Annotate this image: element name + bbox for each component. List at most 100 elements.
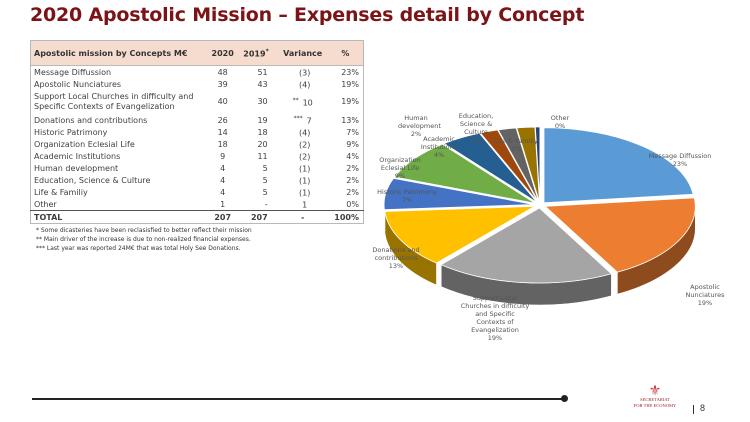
total-2020: 207 [207,210,239,224]
cell-2020: 18 [217,139,228,149]
total-variance: - [277,210,328,224]
secretariat-logo: ⚜ SECRETARIAT FOR THE ECONOMY [620,383,690,409]
page-number-separator [693,405,694,414]
table-row: Support Local Churches in difficulty and… [31,90,364,114]
table-header-row: Apostolic mission by Concepts M€ 2020 20… [30,40,364,66]
cell-2019: 20 [257,139,268,149]
pie-slice [516,126,540,203]
cell-2019: 5 [262,187,268,197]
pie-slice [534,126,541,203]
pie-label: Message Diffussion 23% [648,152,712,168]
table-row: Apostolic Nunciatures 39 43 (4) 19% [31,78,364,90]
footnote-3: *** Last year was reported 24M€ that was… [36,245,241,252]
cell-pct: 4% [346,151,359,161]
pie-slice [440,207,613,306]
total-2019: 207 [238,210,278,224]
table-row: Human development 4 5 (1) 2% [31,162,364,174]
pie-slice [497,127,540,203]
pie-label: Academic Institutions 4% [420,135,458,159]
cell-pct: 23% [341,67,359,77]
pie-label: Other 0% [550,114,570,130]
cell-2020: 48 [217,67,228,77]
footnotes: * Some dicasteries have been reclasisfie… [36,226,252,253]
table-row: Life & Familiy 4 5 (1) 2% [31,186,364,198]
cell-variance: (2) [299,152,311,162]
cell-pct: 7% [346,127,359,137]
page-title: 2020 Apostolic Mission – Expenses detail… [30,4,585,26]
pie-chart [383,126,696,306]
cell-2020: 4 [220,163,226,173]
pie-label: Support Local Churches in difficulty and… [460,294,530,342]
pie-slice [443,132,538,203]
cell-2020: 14 [217,127,228,137]
table-total-row: TOTAL 207 207-100% [30,210,364,224]
table-row: Other 1-1 0% [30,198,364,211]
cell-2019: 30 [257,97,268,106]
cell-2020: 40 [217,97,228,106]
pie-label: Donations and contributions 13% [372,246,420,270]
table-row: Organization Eclesial Life 18 20 (2) 9% [31,138,364,150]
footer-divider [32,398,564,400]
table-row: Donations and contributions 26 19 *** 7 13% [31,114,364,126]
cell-pct: 13% [341,115,359,125]
cell-2019: 5 [262,163,268,173]
cell-pct: 2% [346,187,359,197]
cell-concept: Donations and contributions [34,115,148,125]
cell-concept: Academic Institutions [34,151,121,161]
cell-pct: 2% [346,175,359,185]
cell-concept: Message Diffussion [34,67,112,77]
pie-slice [479,129,539,203]
cell-pct: 0% [327,198,364,211]
cell-variance: 1 [277,198,328,211]
table-row: Education, Science & Culture 4 5 (1) 2% [31,174,364,186]
cell-pct: 19% [341,79,359,89]
cell-pct: 2% [346,163,359,173]
cell-2019: 5 [262,175,268,185]
cell-variance: (1) [299,188,311,198]
papal-emblem-icon: ⚜ [648,382,662,398]
expenses-table: Apostolic mission by Concepts M€ 2020 20… [30,40,364,224]
cell-pct: 9% [346,139,359,149]
pie-label: Life & Familiy 2% [494,137,538,153]
cell-variance: (4) [299,80,311,90]
table-row: Historic Patrimony 14 18 (4) 7% [31,126,364,138]
cell-concept: Organization Eclesial Life [34,139,135,149]
pie-slice [393,143,536,204]
cell-2019: 19 [257,115,268,125]
cell-variance: (1) [299,176,311,186]
cell-concept: Other [30,198,207,211]
cell-2020: 4 [220,187,226,197]
footnote-1: * Some dicasteries have been reclasisfie… [36,227,252,234]
cell-2019: 51 [257,67,268,77]
pie-slice [544,197,696,295]
cell-2020: 26 [217,115,228,125]
pie-label: Education, Science & Culture 2% [458,112,494,144]
cell-concept: Life & Familiy [34,187,88,197]
pie-label: Human development 2% [398,114,441,138]
col-header-concept: Apostolic mission by Concepts M€ [30,40,207,66]
cell-pct: 19% [341,97,359,106]
pie-slice [543,127,694,204]
table-row: Message Diffussion 48 51 (3) 23% [31,66,364,79]
pie-label: Organization Eclesial Life 9% [379,156,421,180]
cell-2019: 11 [257,151,268,161]
cell-variance: (1) [299,164,311,174]
total-pct: 100% [327,210,364,224]
table-row: Academic Institutions 9 11 (2) 4% [31,150,364,162]
cell-2020: 9 [220,151,226,161]
cell-variance: (3) [299,68,311,78]
cell-concept: Human development [34,163,119,173]
total-label: TOTAL [30,210,207,224]
cell-2020: 39 [217,79,228,89]
pie-label: Historic Patrimony 7% [377,188,437,204]
cell-2019: - [238,198,278,211]
col-header-2019: 2019* [238,40,278,66]
cell-concept: Support Local Churches in difficulty and… [34,92,194,111]
cell-concept: Apostolic Nunciatures [34,79,122,89]
cell-variance: ** 10 [292,96,313,108]
pie-slice [383,177,535,232]
col-header-variance: Variance [277,40,328,66]
cell-2019: 18 [257,127,268,137]
cell-concept: Education, Science & Culture [34,175,151,185]
footnote-2: ** Main driver of the increase is due to… [36,236,251,243]
